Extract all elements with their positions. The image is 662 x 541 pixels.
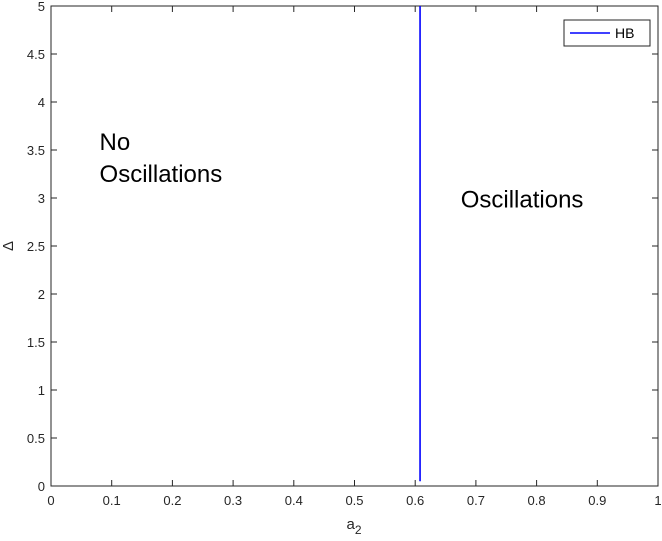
y-axis-label: Δ: [0, 241, 17, 251]
ticks: 0 0.1 0.2 0.3 0.4 0.5 0.6 0.7 0.8 0.9 1 0 0.5 1 1.5 2 2.…: [27, 0, 662, 508]
x-tick-label: 0.1: [103, 493, 121, 508]
y-tick-label: 0: [38, 479, 45, 494]
x-tick-label: 0.3: [224, 493, 242, 508]
y-tick-label: 3.5: [27, 143, 45, 158]
annotation-line: No: [100, 129, 131, 156]
x-tick-label: 0.9: [588, 493, 606, 508]
annotation-line: Oscillations: [100, 161, 223, 188]
plot-area: [50, 5, 659, 487]
y-tick-label: 4.5: [27, 47, 45, 62]
x-tick-label: 0.2: [163, 493, 181, 508]
annotations: No Oscillations Oscillations: [100, 129, 584, 214]
x-axis-label: a2: [346, 516, 361, 537]
y-tick-label: 1: [38, 383, 45, 398]
x-tick-label: 0: [47, 493, 54, 508]
x-tick-label: 0.6: [406, 493, 424, 508]
y-tick-label: 2.5: [27, 239, 45, 254]
x-tick-label: 0.5: [345, 493, 363, 508]
legend-label-hb: HB: [615, 25, 634, 41]
y-tick-label: 1.5: [27, 335, 45, 350]
y-tick-label: 3: [38, 191, 45, 206]
x-axis-label-main: a: [346, 516, 355, 533]
y-tick-label: 0.5: [27, 431, 45, 446]
y-tick-label: 5: [38, 0, 45, 14]
y-tick-label: 2: [38, 287, 45, 302]
x-tick-label: 0.8: [528, 493, 546, 508]
annotation-line: Oscillations: [461, 187, 584, 214]
annotation-text-0: No Oscillations: [100, 129, 223, 188]
y-tick-label: 4: [38, 95, 45, 110]
legend: HB: [563, 19, 651, 47]
annotation-text-1: Oscillations: [461, 187, 584, 214]
axes-box: [50, 5, 659, 487]
x-tick-label: 0.4: [285, 493, 303, 508]
x-tick-label: 1: [654, 493, 661, 508]
x-tick-label: 0.7: [467, 493, 485, 508]
x-axis-label-subscript: 2: [355, 523, 362, 537]
